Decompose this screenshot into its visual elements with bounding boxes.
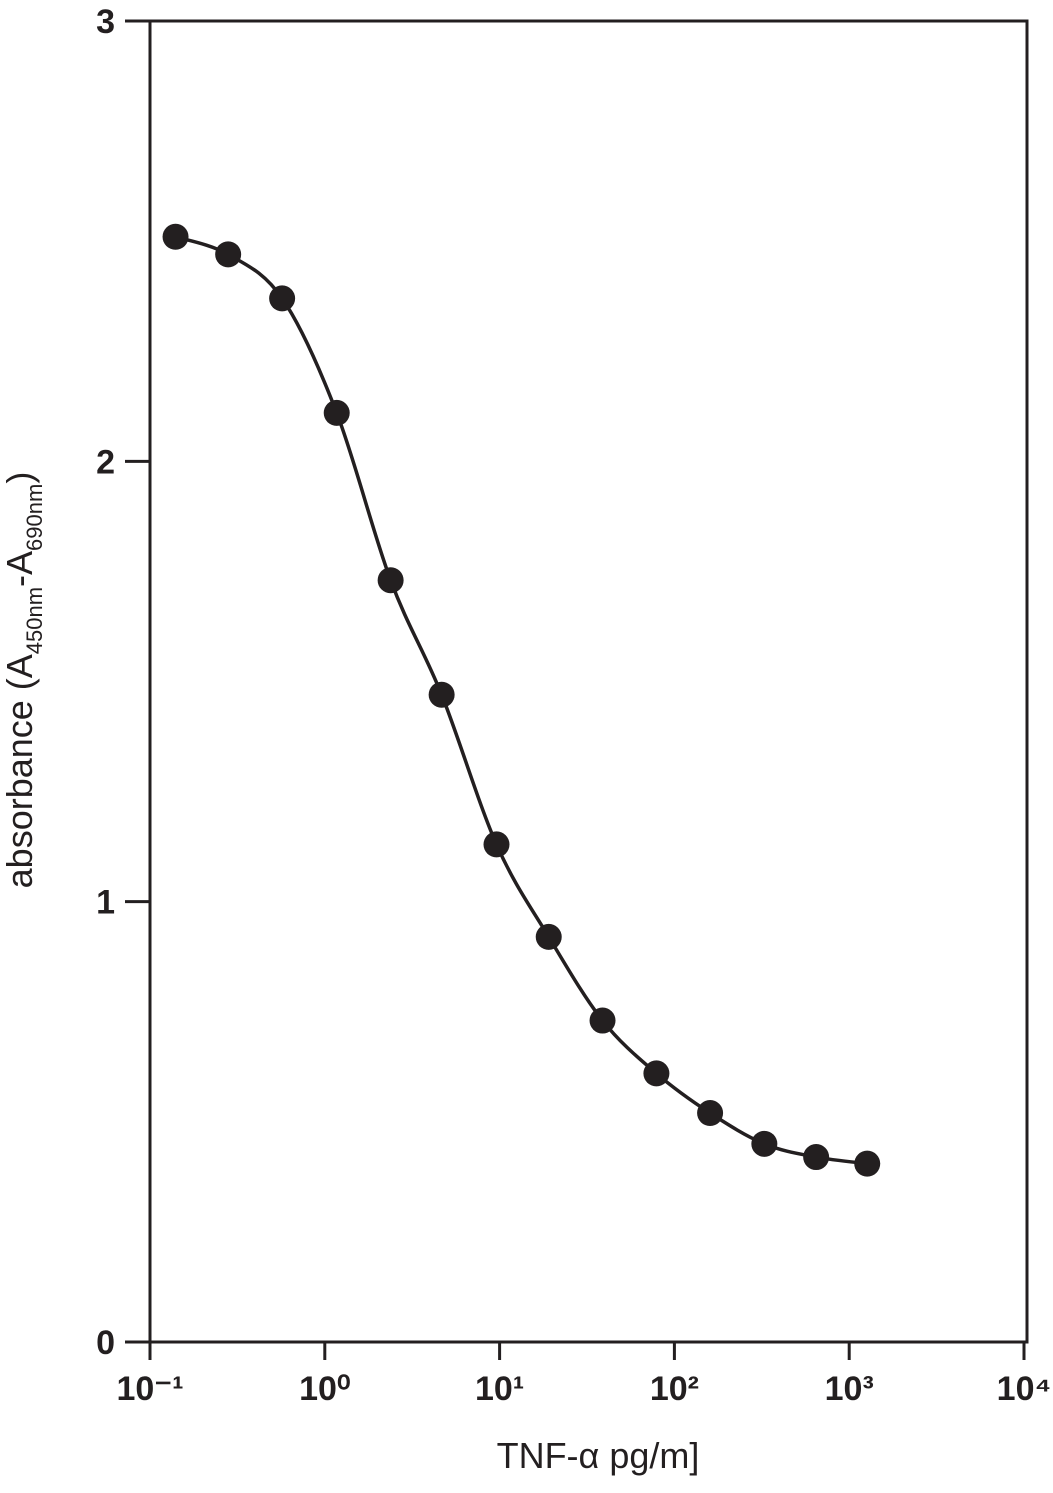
- y-tick-label: 3: [96, 3, 115, 41]
- curve: [174, 235, 868, 1166]
- x-tick-label: 10¹: [475, 1370, 524, 1408]
- data-point: [215, 241, 242, 268]
- data-point: [535, 923, 562, 950]
- y-label-sub: 450nm: [22, 587, 47, 654]
- data-point: [377, 567, 404, 594]
- data-point: [323, 399, 350, 426]
- data-point: [751, 1130, 778, 1157]
- y-label-part: -A: [0, 551, 40, 587]
- data-point: [589, 1007, 616, 1034]
- data-point: [428, 681, 455, 708]
- data-point: [643, 1060, 670, 1087]
- x-tick-label: 10⁰: [299, 1370, 350, 1408]
- x-axis-label: TNF-α pg/m]: [497, 1435, 700, 1476]
- y-label-part: absorbance (A: [0, 654, 40, 888]
- data-point: [697, 1100, 724, 1127]
- data-point: [854, 1150, 881, 1177]
- x-tick-label: 10⁴: [997, 1370, 1052, 1408]
- x-tick-label: 10³: [825, 1370, 874, 1408]
- y-tick-label: 2: [96, 443, 115, 481]
- data-point: [269, 285, 296, 312]
- plot-frame: [148, 19, 1029, 1344]
- y-label-part: ): [0, 472, 40, 484]
- y-label-sub: 690nm: [22, 484, 47, 551]
- y-tick-label: 0: [96, 1324, 115, 1362]
- x-tick-label: 10⁻¹: [116, 1370, 183, 1408]
- x-tick-label: 10²: [650, 1370, 699, 1408]
- data-point: [162, 223, 189, 250]
- data-point: [483, 831, 510, 858]
- y-tick-label: 1: [96, 884, 115, 922]
- data-point: [803, 1144, 830, 1171]
- y-axis-label: absorbance (A450nm-A690nm): [0, 472, 47, 889]
